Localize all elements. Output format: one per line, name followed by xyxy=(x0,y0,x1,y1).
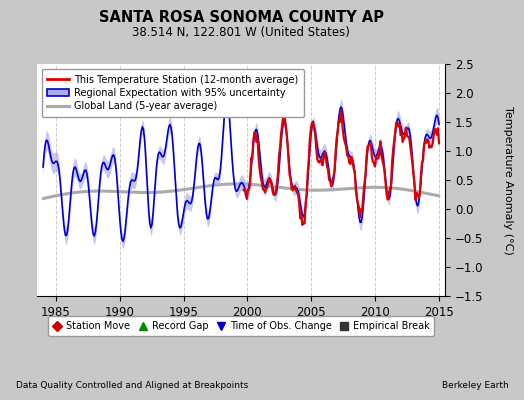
Text: Data Quality Controlled and Aligned at Breakpoints: Data Quality Controlled and Aligned at B… xyxy=(16,381,248,390)
Text: SANTA ROSA SONOMA COUNTY AP: SANTA ROSA SONOMA COUNTY AP xyxy=(99,10,384,25)
Text: Berkeley Earth: Berkeley Earth xyxy=(442,381,508,390)
Legend: This Temperature Station (12-month average), Regional Expectation with 95% uncer: This Temperature Station (12-month avera… xyxy=(41,69,304,117)
Y-axis label: Temperature Anomaly (°C): Temperature Anomaly (°C) xyxy=(503,106,513,254)
Text: 38.514 N, 122.801 W (United States): 38.514 N, 122.801 W (United States) xyxy=(132,26,350,39)
Legend: Station Move, Record Gap, Time of Obs. Change, Empirical Break: Station Move, Record Gap, Time of Obs. C… xyxy=(48,316,434,336)
